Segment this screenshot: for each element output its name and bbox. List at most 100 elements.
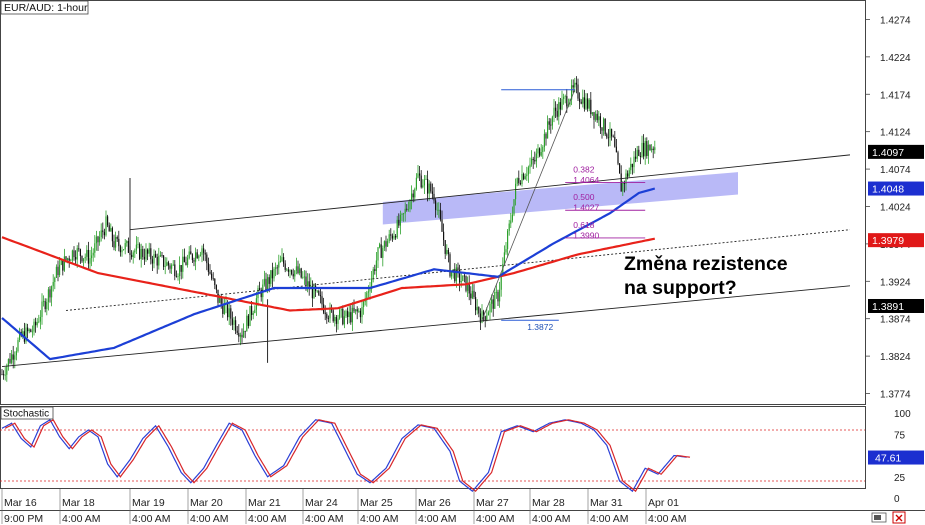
candle-body	[223, 304, 225, 314]
candle-body	[313, 285, 315, 299]
candle-body	[222, 303, 224, 314]
candle-body	[145, 249, 147, 260]
candle-body	[635, 156, 637, 159]
candle-body	[467, 283, 469, 291]
candle-body	[524, 176, 526, 180]
candle-body	[47, 289, 49, 302]
candle-body	[267, 277, 269, 290]
candle-body	[556, 110, 558, 117]
price-tick-label: 1.4124	[880, 128, 911, 139]
candle-body	[347, 311, 349, 318]
candle-body	[356, 309, 358, 312]
candle-body	[419, 173, 421, 176]
candle-body	[211, 273, 213, 279]
candle-body	[103, 232, 105, 236]
candle-body	[547, 121, 549, 139]
candle-body	[191, 254, 193, 261]
candle-body	[515, 183, 517, 200]
candle-body	[41, 301, 43, 318]
time-label-date: Mar 28	[532, 497, 565, 509]
stochastic-tick-label: 75	[894, 430, 906, 441]
candle-body	[259, 288, 261, 291]
candle-body	[593, 112, 595, 120]
candle-body	[62, 260, 64, 271]
candle-body	[335, 317, 337, 324]
candle-body	[73, 250, 75, 258]
candle-body	[243, 330, 245, 338]
price-marker-value: 1.3891	[872, 301, 904, 313]
candle-body	[137, 244, 139, 246]
candle-body	[604, 118, 606, 135]
candle-body	[244, 330, 246, 332]
candle-body	[345, 311, 347, 317]
candle-body	[132, 252, 134, 258]
candle-body	[303, 276, 305, 278]
candle-body	[11, 354, 13, 363]
candle-body	[140, 249, 142, 259]
time-label-date: Mar 31	[590, 497, 623, 509]
candle-body	[534, 160, 536, 162]
candle-body	[558, 102, 560, 117]
candle-body	[366, 292, 368, 300]
fib-price-label: 1.4064	[573, 175, 599, 185]
fib-ratio-label: 0.500	[573, 192, 595, 202]
candle-body	[289, 270, 291, 272]
candle-body	[54, 277, 56, 283]
candle-body	[22, 331, 24, 336]
time-label-date: Mar 25	[360, 497, 393, 509]
candle-body	[351, 307, 353, 323]
candle-body	[590, 99, 592, 115]
candle-body	[263, 278, 265, 285]
candle-body	[143, 256, 145, 260]
candle-body	[499, 289, 501, 302]
candle-body	[486, 315, 488, 320]
candle-body	[571, 85, 573, 100]
candle-body	[174, 264, 176, 277]
candle-body	[4, 374, 6, 376]
candle-body	[414, 188, 416, 198]
candle-body	[582, 97, 584, 104]
candle-body	[631, 163, 633, 168]
candle-body	[241, 334, 243, 338]
candle-body	[643, 142, 645, 157]
candle-body	[539, 148, 541, 156]
candle-body	[537, 148, 539, 154]
candle-body	[598, 116, 600, 121]
candle-body	[412, 193, 414, 198]
candle-body	[487, 312, 489, 316]
candle-body	[209, 271, 211, 274]
candle-body	[239, 334, 241, 337]
candle-body	[91, 255, 93, 259]
candle-body	[291, 270, 293, 274]
candle-body	[478, 307, 480, 314]
candle-body	[14, 355, 16, 360]
candle-body	[131, 254, 133, 258]
candle-body	[59, 264, 61, 276]
candle-body	[270, 270, 272, 284]
candle-body	[207, 263, 209, 272]
candle-body	[329, 307, 331, 319]
candle-body	[111, 228, 113, 242]
candle-body	[540, 152, 542, 156]
candle-body	[118, 238, 120, 247]
fib-price-label: 1.3990	[573, 230, 599, 240]
candle-body	[561, 99, 563, 110]
candle-body	[230, 308, 232, 319]
candle-body	[596, 113, 598, 121]
candle-body	[363, 301, 365, 308]
candle-body	[204, 252, 206, 255]
candle-body	[231, 318, 233, 325]
candle-body	[60, 260, 62, 265]
moving-average-blue	[1, 187, 656, 361]
candle-body	[603, 118, 605, 131]
candle-body	[396, 219, 398, 238]
candle-body	[68, 258, 70, 261]
candle-body	[460, 281, 462, 283]
time-label-hour: 4:00 AM	[476, 513, 515, 525]
fib-price-label: 1.4027	[573, 203, 599, 213]
candle-body	[3, 374, 5, 376]
trendline-channel-upper	[129, 154, 851, 231]
candle-body	[623, 182, 625, 185]
candle-body	[324, 312, 326, 315]
trendline-channel-lower	[1, 285, 851, 368]
